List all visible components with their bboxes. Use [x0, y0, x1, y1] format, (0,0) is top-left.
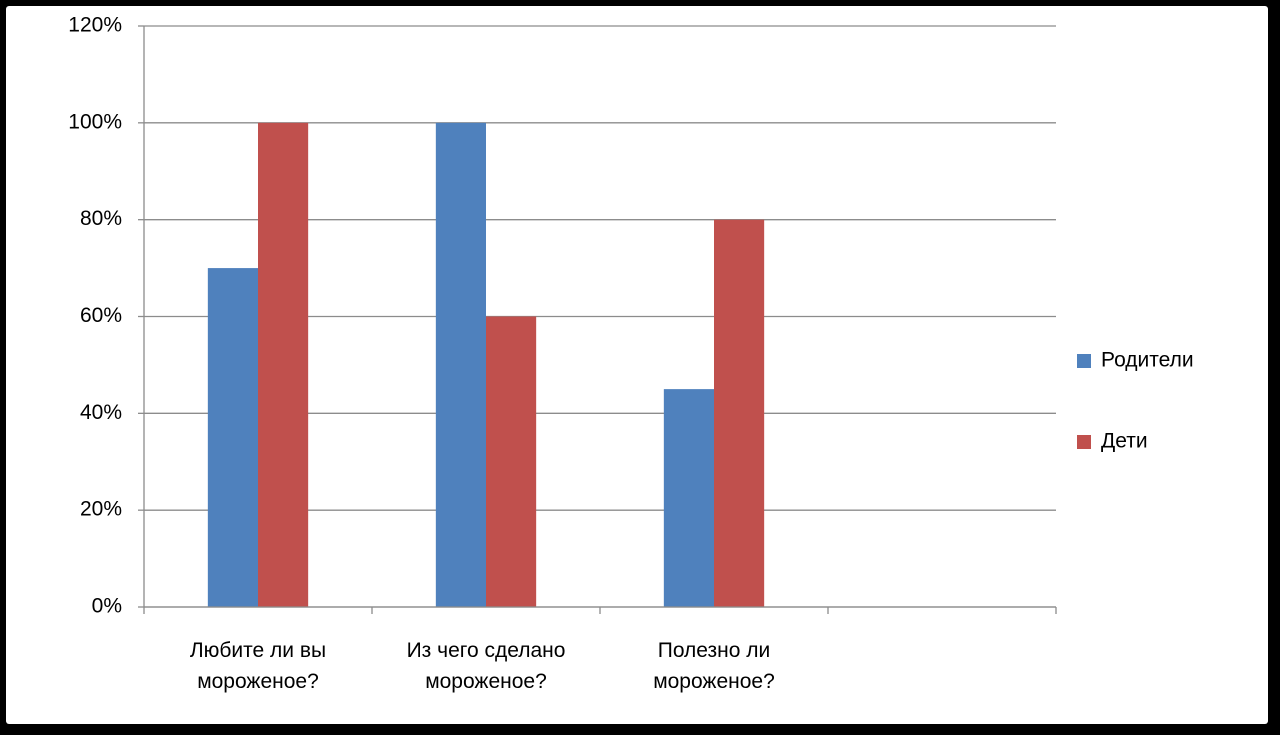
y-tick-label: 100% [68, 110, 122, 133]
x-tick-label: Любите ли вы мороженое? [189, 639, 327, 693]
bar [258, 122, 309, 607]
y-tick-label: 80% [80, 207, 122, 230]
y-tick-label: 20% [80, 498, 122, 521]
y-tick-label: 0% [92, 595, 122, 618]
y-tick-label: 40% [80, 401, 122, 424]
legend-label: Дети [1101, 430, 1148, 453]
x-tick-label: Полезно ли мороженое? [653, 639, 775, 693]
x-tick-label: Из чего сделано мороженое? [406, 639, 566, 693]
legend-swatch [1077, 435, 1091, 449]
bar [207, 268, 258, 607]
y-tick-label: 120% [68, 14, 122, 37]
bar [486, 316, 537, 607]
y-tick-label: 60% [80, 304, 122, 327]
bar [714, 219, 765, 607]
legend-swatch [1077, 354, 1091, 368]
bar [435, 122, 486, 607]
legend-label: Родители [1101, 349, 1194, 372]
bar [663, 389, 714, 607]
